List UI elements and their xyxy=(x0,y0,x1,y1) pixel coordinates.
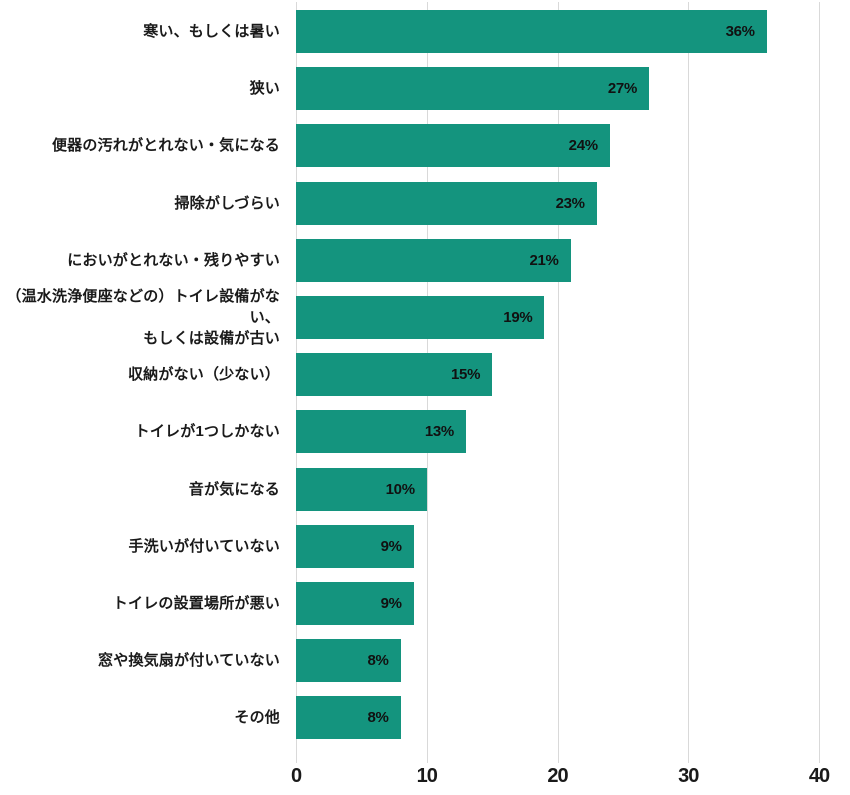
bar-value-label: 36% xyxy=(725,23,755,41)
bar: 15% xyxy=(296,353,493,397)
chart-row: 収納がない（少ない） 15% xyxy=(0,346,850,403)
bar-track: 36% xyxy=(296,10,819,54)
bar: 9% xyxy=(296,524,414,568)
category-label: トイレの設置場所が悪い xyxy=(112,594,280,612)
bar-track: 21% xyxy=(296,238,819,282)
bar-track: 9% xyxy=(296,524,819,568)
x-tick-label: 0 xyxy=(290,765,302,787)
category-label: 音が気になる xyxy=(188,480,280,498)
chart-row: 寒い、もしくは暑い 36% xyxy=(0,3,850,60)
chart-row: トイレが1つしかない 13% xyxy=(0,403,850,460)
bar-value-label: 27% xyxy=(607,80,638,98)
category-label: 狭い xyxy=(249,80,280,98)
bar: 9% xyxy=(296,581,414,625)
bar: 27% xyxy=(296,67,650,111)
bar-track: 9% xyxy=(296,581,819,625)
bar-track: 27% xyxy=(296,67,819,111)
bar-value-label: 23% xyxy=(555,194,585,212)
gridline xyxy=(557,2,559,763)
category-label: 収納がない（少ない） xyxy=(127,366,280,384)
chart-row: （温水洗浄便座などの）トイレ設備がない、 もしくは設備が古い 19% xyxy=(0,288,850,348)
bar: 8% xyxy=(296,696,401,740)
bar-value-label: 8% xyxy=(367,652,389,670)
x-tick-label: 20 xyxy=(547,765,568,787)
bar-value-label: 9% xyxy=(380,594,402,612)
bar-track: 8% xyxy=(296,639,819,683)
bar-value-label: 8% xyxy=(367,709,389,727)
bar: 24% xyxy=(296,124,610,168)
chart-row: 便器の汚れがとれない・気になる 24% xyxy=(0,117,850,174)
chart-row: においがとれない・残りやすい 21% xyxy=(0,232,850,289)
bar-value-label: 19% xyxy=(503,309,533,327)
chart-row: 狭い 27% xyxy=(0,60,850,117)
category-label: トイレが1つしかない xyxy=(134,423,280,441)
bar: 13% xyxy=(296,410,466,454)
category-label: においがとれない・残りやすい xyxy=(67,251,280,269)
x-tick-label: 10 xyxy=(416,765,438,787)
category-label: 便器の汚れがとれない・気になる xyxy=(51,137,280,155)
bar: 36% xyxy=(296,10,767,54)
category-label: （温水洗浄便座などの）トイレ設備がない、 もしくは設備が古い xyxy=(6,288,280,348)
bar-value-label: 21% xyxy=(529,251,559,269)
bar-value-label: 13% xyxy=(424,423,454,441)
bar: 19% xyxy=(296,296,545,340)
bar-value-label: 24% xyxy=(568,137,598,155)
category-label: 掃除がしづらい xyxy=(174,194,280,212)
bar-value-label: 15% xyxy=(451,366,481,384)
category-label: 寒い、もしくは暑い xyxy=(143,23,280,41)
chart-row: 窓や換気扇が付いていない 8% xyxy=(0,632,850,689)
bar-track: 8% xyxy=(296,696,819,740)
bar-track: 24% xyxy=(296,124,819,168)
gridline xyxy=(819,2,820,763)
category-label: 窓や換気扇が付いていない xyxy=(98,652,280,670)
chart-row: 手洗いが付いていない 9% xyxy=(0,518,850,575)
bar-track: 10% xyxy=(296,467,819,511)
bar: 8% xyxy=(296,639,401,683)
bar-track: 15% xyxy=(296,353,819,397)
category-label: 手洗いが付いていない xyxy=(128,537,280,555)
bar: 23% xyxy=(296,181,597,225)
bar: 21% xyxy=(296,238,571,282)
bar: 10% xyxy=(296,467,427,511)
bar-value-label: 10% xyxy=(385,480,415,498)
chart-row: 掃除がしづらい 23% xyxy=(0,175,850,232)
gridline xyxy=(688,2,690,763)
category-label: その他 xyxy=(234,709,280,727)
x-axis: 0 10 20 30 40 xyxy=(291,765,830,793)
bar-track: 13% xyxy=(296,410,819,454)
x-tick-label: 40 xyxy=(808,765,830,787)
bar-track: 19% xyxy=(296,296,819,340)
chart-row: トイレの設置場所が悪い 9% xyxy=(0,575,850,632)
bar-rows: 寒い、もしくは暑い 36% 狭い 27% 便器の汚れがとれない・気になる 24% 掃除がしづ… xyxy=(0,3,850,746)
chart-row: 音が気になる 10% xyxy=(0,461,850,518)
chart-row: その他 8% xyxy=(0,689,850,746)
bar-value-label: 9% xyxy=(380,537,402,555)
x-tick-label: 30 xyxy=(678,765,699,787)
bar-track: 23% xyxy=(296,181,819,225)
